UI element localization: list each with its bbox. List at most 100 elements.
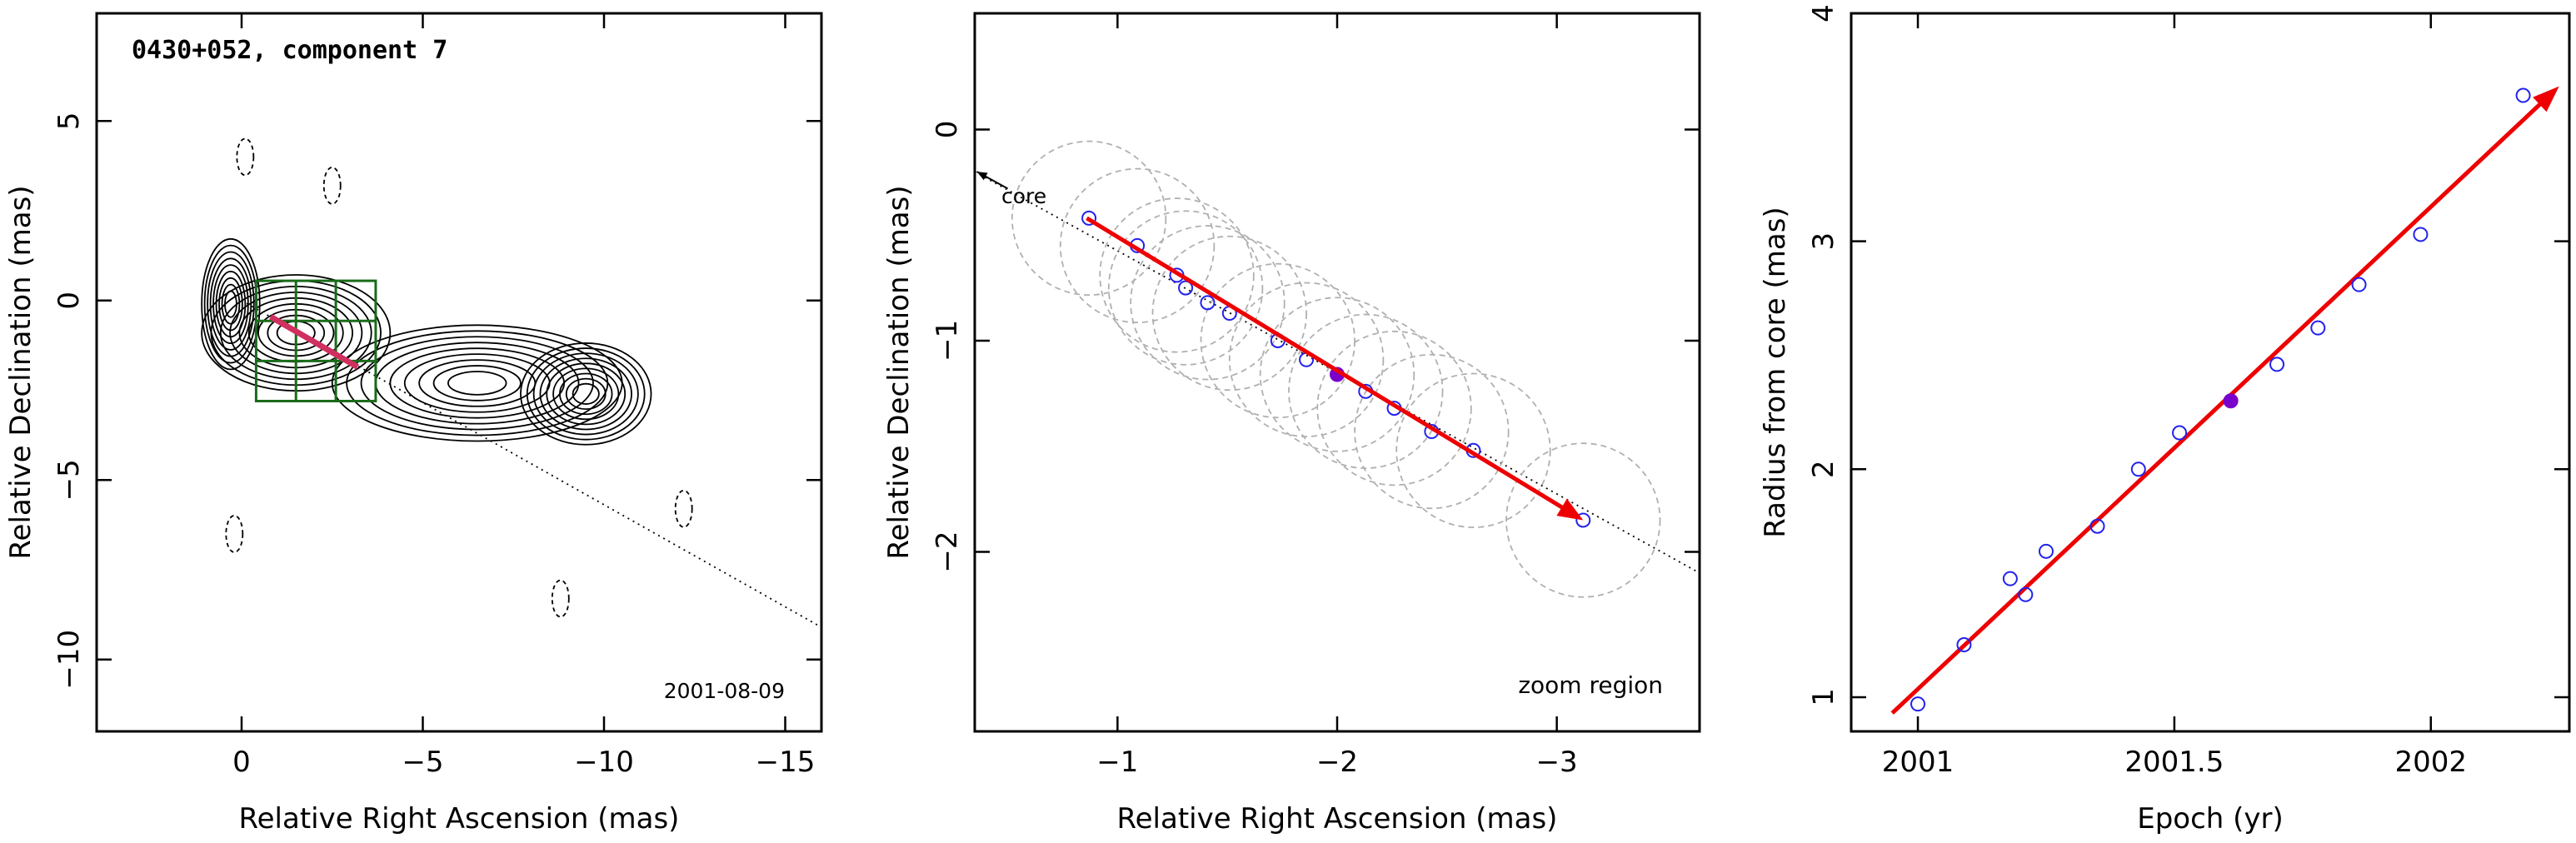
contour-ring bbox=[432, 365, 522, 402]
uncertainty-circle bbox=[1059, 167, 1216, 324]
data-point bbox=[1956, 637, 1972, 653]
contour-ring bbox=[201, 237, 261, 371]
uncertainty-circle bbox=[1316, 330, 1472, 486]
uncertainty-circle bbox=[1200, 262, 1355, 419]
y-tick-label: −5 bbox=[52, 459, 86, 501]
data-point bbox=[2310, 320, 2326, 336]
x-axis-label: Relative Right Ascension (mas) bbox=[1117, 802, 1558, 836]
y-axis-label: Relative Declination (mas) bbox=[4, 185, 37, 559]
contour-ring bbox=[346, 330, 609, 436]
data-point-current bbox=[2223, 393, 2239, 409]
contour-ring bbox=[418, 359, 537, 407]
x-axis-label: Relative Right Ascension (mas) bbox=[239, 802, 680, 836]
contour-ring bbox=[360, 336, 594, 431]
x-tick-label: −10 bbox=[574, 746, 634, 779]
uncertainty-circle bbox=[1011, 140, 1167, 297]
contour-ring bbox=[221, 283, 241, 325]
data-point bbox=[2413, 227, 2429, 242]
contour-ring bbox=[565, 377, 607, 411]
x-ticks: −1 −2 −3 bbox=[1096, 13, 1578, 779]
contour-ring bbox=[546, 362, 627, 426]
fit-arrowhead bbox=[2533, 86, 2559, 112]
uncertainty-circle bbox=[1099, 197, 1255, 353]
epoch-annotation: 2001-08-09 bbox=[664, 679, 785, 703]
contour-ring bbox=[572, 382, 600, 405]
y-tick-label: −1 bbox=[931, 320, 964, 362]
motion-arrow bbox=[1086, 216, 1568, 512]
uncertainty-circle bbox=[1151, 235, 1307, 392]
contour-ring bbox=[209, 257, 252, 351]
data-point bbox=[2130, 461, 2146, 477]
data-point bbox=[2351, 277, 2367, 292]
y-tick-label: 4 bbox=[1807, 4, 1840, 22]
negative-contour bbox=[551, 579, 570, 618]
uncertainty-circle bbox=[1354, 353, 1510, 510]
zoom-region-annotation: zoom region bbox=[1518, 671, 1663, 699]
uncertainty-circle bbox=[1259, 297, 1415, 452]
uncertainty-circle bbox=[1505, 442, 1661, 598]
data-point bbox=[2172, 425, 2188, 441]
x-tick-label: −1 bbox=[1096, 746, 1138, 779]
negative-contour bbox=[322, 166, 342, 205]
data-point bbox=[2515, 87, 2531, 103]
uncertainty-circle bbox=[1107, 210, 1264, 366]
x-tick-label: −15 bbox=[756, 746, 816, 779]
contour-ring bbox=[539, 357, 632, 431]
contour-ring bbox=[526, 347, 646, 441]
x-tick-label: −3 bbox=[1536, 746, 1578, 779]
contour-ring bbox=[532, 352, 639, 436]
x-tick-label: 2002 bbox=[2394, 746, 2467, 779]
data-point bbox=[2018, 586, 2034, 602]
y-tick-label: −10 bbox=[52, 630, 86, 690]
core-arrowhead bbox=[976, 172, 988, 181]
uncertainty-circle bbox=[1130, 225, 1286, 381]
x-tick-label: −2 bbox=[1316, 746, 1358, 779]
data-point bbox=[1081, 210, 1097, 226]
y-tick-label: 0 bbox=[931, 121, 964, 139]
motion-arrowhead bbox=[1556, 498, 1584, 521]
uncertainty-circle bbox=[1288, 313, 1444, 469]
uncertainty-circle bbox=[1395, 372, 1551, 528]
y-ticks: 1 2 3 4 bbox=[1807, 4, 2569, 706]
chart-title: 0430+052, component 7 bbox=[132, 36, 447, 65]
y-tick-label: 0 bbox=[52, 292, 86, 310]
y-ticks: −10 −5 0 5 bbox=[52, 112, 821, 690]
contour-ring bbox=[447, 371, 507, 396]
contour-ring bbox=[552, 367, 620, 421]
y-axis-label: Relative Declination (mas) bbox=[882, 185, 916, 559]
y-tick-label: 2 bbox=[1807, 460, 1840, 478]
panel-contour-map: 0 −5 −10 −15 −10−505 0430+052, component 7 … bbox=[4, 12, 823, 836]
panel-radius-vs-epoch: 2001 2001.5 2002 1 2 3 4 Epoch (yr) Radius fr… bbox=[1759, 4, 2571, 836]
y-tick-label: 1 bbox=[1807, 688, 1840, 706]
x-tick-label: −5 bbox=[402, 746, 443, 779]
contour-ring bbox=[520, 342, 652, 446]
contour-ring bbox=[559, 372, 613, 416]
zoom-box bbox=[254, 279, 377, 402]
data-point bbox=[1575, 512, 1591, 528]
data-point bbox=[2089, 518, 2105, 534]
data-point bbox=[1200, 295, 1216, 311]
contour-layer bbox=[201, 137, 693, 618]
plot-frame bbox=[1850, 12, 2571, 733]
motion-arrow bbox=[269, 314, 359, 370]
data-point bbox=[2269, 357, 2285, 372]
negative-contour bbox=[236, 137, 255, 177]
uncertainty-circle bbox=[1228, 282, 1385, 437]
contour-ring bbox=[224, 290, 237, 318]
y-ticks: −2 −1 0 bbox=[931, 121, 1700, 573]
y-tick-label: 3 bbox=[1807, 232, 1840, 251]
marks-layer bbox=[1890, 86, 2559, 715]
y-tick-label: 5 bbox=[52, 112, 86, 130]
data-point bbox=[1178, 280, 1194, 296]
overlay-layer bbox=[241, 279, 822, 628]
x-ticks: 0 −5 −10 −15 bbox=[232, 13, 815, 779]
plot-frame bbox=[95, 12, 823, 733]
fit-line bbox=[1890, 99, 2545, 715]
marks-layer bbox=[974, 140, 1700, 598]
negative-contour bbox=[225, 515, 244, 553]
data-point bbox=[2002, 571, 2018, 586]
data-point bbox=[2038, 543, 2054, 559]
panel-zoom-region: −1 −2 −3 −2 −1 0 core zoom region Relative R… bbox=[882, 12, 1701, 836]
x-tick-label: 2001 bbox=[1882, 746, 1954, 779]
